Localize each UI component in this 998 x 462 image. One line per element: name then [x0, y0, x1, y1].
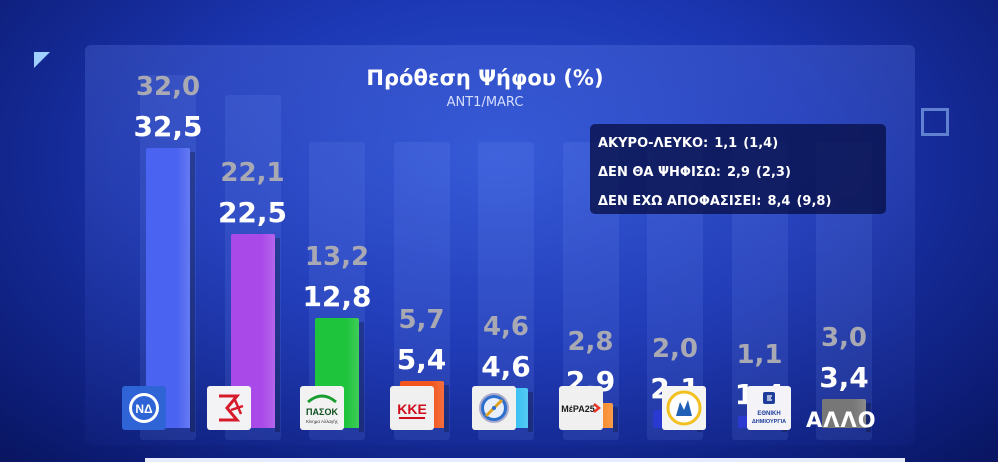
value-label-current: 32,5 [133, 110, 203, 143]
svg-text:ΠΑΣΟΚ: ΠΑΣΟΚ [306, 407, 338, 417]
value-label-previous: 4,6 [482, 312, 530, 343]
corner-square-decoration [921, 108, 949, 136]
info-previous: (1,4) [743, 136, 779, 151]
value-label-previous: 22,1 [220, 158, 285, 189]
chart-panel-background [85, 45, 915, 445]
kke-logo-icon: ΚΚΕ [389, 386, 434, 430]
value-label-previous: 1,1 [736, 339, 783, 370]
value-label-previous: 13,2 [304, 241, 370, 272]
mera25-logo-icon: ΜέΡΑ25 [558, 386, 603, 430]
svg-text:ΔΗΜΙΟΥΡΓΙΑ: ΔΗΜΙΟΥΡΓΙΑ [751, 419, 785, 425]
bar-allo [822, 398, 871, 433]
value-label-previous: 5,7 [398, 305, 445, 336]
info-value: 8,4 [767, 194, 791, 209]
info-value: 1,1 [714, 136, 738, 151]
value-label-current: 22,5 [217, 196, 288, 230]
value-label-current: 12,8 [302, 279, 372, 313]
info-box: ΑΚΥΡΟ-ΛΕΥΚΟ: 1,1 (1,4) ΔΕΝ ΘΑ ΨΗΦΙΣΩ: 2,9 (2… [590, 124, 886, 214]
svg-text:ΚΚΕ: ΚΚΕ [397, 401, 427, 417]
info-previous: (2,3) [755, 165, 791, 180]
value-label-previous: 2,0 [651, 333, 699, 364]
svg-text:Κίνημα Αλλαγής: Κίνημα Αλλαγής [306, 418, 339, 424]
ethniki-dimiourgia-logo-icon: ΕΘΝΙΚΗ ΔΗΜΙΟΥΡΓΙΑ [746, 386, 791, 430]
chart-title: Πρόθεση Ψήφου (%) [366, 66, 604, 90]
info-value: 2,9 [726, 165, 750, 180]
svg-text:ΝΔ: ΝΔ [135, 402, 153, 416]
syriza-logo-icon [206, 386, 251, 430]
value-label-previous: 2,8 [567, 327, 614, 357]
info-label: ΔΕΝ ΕΧΩ ΑΠΟΦΑΣΙΣΕΙ: [598, 194, 762, 209]
info-line-will-not-vote: ΔΕΝ ΘΑ ΨΗΦΙΣΩ: 2,9 (2,3) [598, 158, 878, 187]
svg-text:ΜέΡΑ25: ΜέΡΑ25 [561, 404, 594, 414]
value-label-current: 3,4 [819, 360, 869, 394]
info-line-undecided: ΔΕΝ ΕΧΩ ΑΠΟΦΑΣΙΣΕΙ: 8,4 (9,8) [598, 187, 878, 216]
value-label-current: 5,4 [396, 343, 447, 377]
compass-logo-icon [472, 386, 516, 430]
corner-triangle-decoration [34, 52, 50, 68]
value-label-previous: 32,0 [135, 72, 201, 102]
chart-subtitle: ANT1/MARC [446, 95, 524, 110]
value-label-current: 4,6 [481, 350, 531, 384]
info-line-blank-invalid: ΑΚΥΡΟ-ΛΕΥΚΟ: 1,1 (1,4) [598, 129, 878, 158]
svg-text:ΕΘΝΙΚΗ: ΕΘΝΙΚΗ [757, 411, 780, 417]
bottom-divider [145, 458, 905, 462]
info-previous: (9,8) [796, 194, 832, 209]
info-label: ΔΕΝ ΘΑ ΨΗΦΙΣΩ: [598, 165, 721, 180]
pasok-logo-icon: ΠΑΣΟΚ Κίνημα Αλλαγής [300, 386, 344, 430]
bar-nd [146, 148, 195, 432]
value-label-previous: 3,0 [820, 322, 868, 353]
nd-logo-icon: ΝΔ [122, 386, 166, 430]
info-label: ΑΚΥΡΟ-ΛΕΥΚΟ: [598, 136, 709, 151]
niki-logo-icon [662, 386, 706, 430]
other-label: ΑΛΛΟ [806, 408, 877, 432]
